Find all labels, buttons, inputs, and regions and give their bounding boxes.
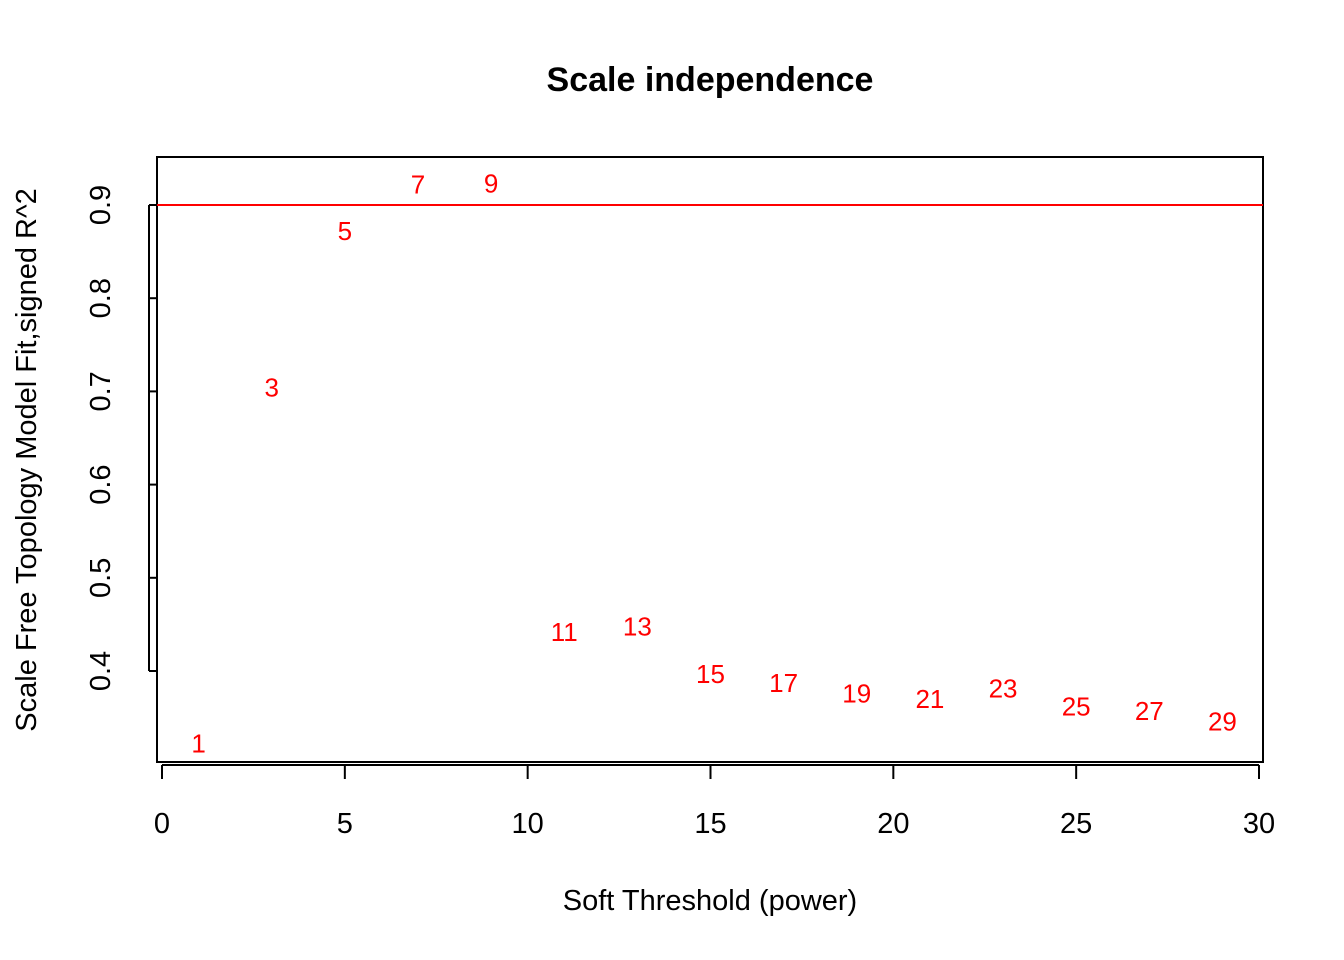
x-tick-label: 20 (877, 808, 909, 840)
plot-frame (156, 156, 1264, 763)
y-tick-label: 0.9 (85, 185, 117, 225)
x-tick-label: 0 (154, 808, 170, 840)
y-axis-label: Scale Free Topology Model Fit,signed R^2 (11, 188, 43, 731)
data-point-label: 9 (484, 169, 498, 199)
data-point-label: 5 (338, 216, 352, 246)
data-point-label: 23 (989, 674, 1018, 704)
data-point-label: 11 (551, 617, 578, 647)
data-point-label: 1 (191, 729, 205, 759)
data-point-label: 19 (842, 678, 871, 708)
y-tick-label: 0.8 (85, 278, 117, 318)
data-point-label: 13 (623, 611, 652, 641)
data-point-label: 15 (696, 659, 725, 689)
data-point-label: 3 (264, 373, 278, 403)
y-tick-label: 0.7 (85, 371, 117, 411)
data-point-label: 17 (769, 668, 798, 698)
y-tick-label: 0.6 (85, 464, 117, 504)
chart-title: Scale independence (547, 61, 874, 99)
x-tick-label: 15 (694, 808, 726, 840)
y-tick-label: 0.5 (85, 558, 117, 598)
x-tick-label: 25 (1060, 808, 1092, 840)
data-point-label: 27 (1135, 696, 1164, 726)
x-tick-label: 30 (1243, 808, 1275, 840)
data-point-label: 7 (411, 169, 425, 199)
y-axis: 0.4 0.5 0.6 0.7 0.8 0.9 (85, 185, 157, 691)
x-tick-label: 5 (337, 808, 353, 840)
y-tick-label: 0.4 (85, 651, 117, 691)
x-tick-label: 10 (512, 808, 544, 840)
x-axis-label: Soft Threshold (power) (563, 885, 857, 917)
data-point-label: 29 (1208, 706, 1237, 736)
data-point-label: 25 (1062, 691, 1091, 721)
data-point-label: 21 (915, 684, 944, 714)
x-axis: 0 5 10 15 20 25 30 (154, 764, 1275, 840)
